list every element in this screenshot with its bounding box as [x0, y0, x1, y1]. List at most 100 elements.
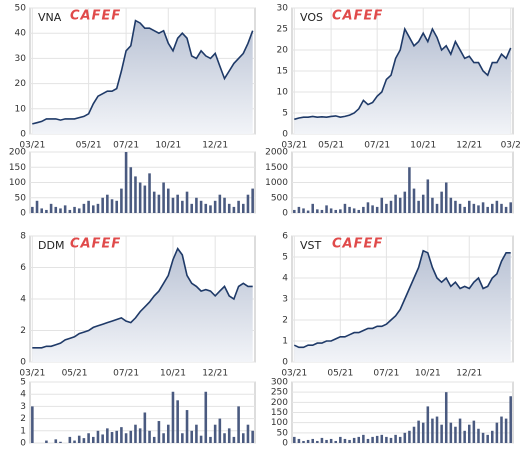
x-tick-label: 12/21 — [202, 369, 228, 379]
volume-bar — [398, 436, 402, 443]
price-area — [294, 29, 511, 134]
volume-bar — [190, 203, 194, 213]
volume-bar — [316, 440, 319, 443]
price-area — [32, 248, 253, 362]
volume-bar — [185, 410, 189, 443]
x-tick-label: 10/21 — [155, 141, 181, 151]
volume-bar — [143, 185, 147, 213]
volume-bar — [195, 424, 198, 443]
y-tick-label: 6 — [20, 263, 26, 273]
y-tick-label: 2000 — [265, 148, 288, 158]
volume-bar — [185, 191, 189, 213]
volume-bar — [398, 197, 402, 213]
volume-bar — [481, 202, 485, 213]
volume-bar — [251, 188, 254, 213]
volume-bar — [54, 206, 58, 213]
y-tick-label: 30 — [277, 4, 289, 14]
volume-bar — [481, 432, 485, 443]
volume-bar — [440, 424, 443, 443]
volume-bar — [82, 203, 86, 213]
volume-bar — [403, 191, 407, 213]
volume-bar — [467, 424, 471, 443]
volume-bar — [124, 433, 128, 443]
y-tick-label: 200 — [271, 398, 288, 408]
volume-bar — [444, 182, 448, 213]
volume-bar — [454, 426, 457, 443]
y-tick-label: 300 — [271, 378, 288, 388]
y-tick-label: 100 — [9, 178, 26, 188]
volume-bar — [77, 435, 81, 443]
y-tick-label: 1 — [282, 337, 288, 347]
volume-bar — [87, 200, 90, 213]
volume-bar — [504, 418, 508, 443]
volume-bar — [171, 197, 175, 213]
watermark: CAFEF — [332, 9, 383, 24]
volume-bar — [362, 206, 365, 213]
x-tick-label: 05/21 — [318, 141, 344, 151]
volume-bar — [408, 167, 411, 213]
chart-title: VOS — [300, 11, 323, 24]
volume-bar — [115, 430, 119, 443]
x-tick-label: 03/21 — [19, 141, 45, 151]
volume-bar — [325, 439, 328, 443]
x-tick-label: 03/2 — [501, 141, 521, 151]
volume-bar — [417, 200, 420, 213]
y-tick-label: 0 — [20, 209, 26, 219]
volume-bar — [357, 209, 361, 213]
volume-bar — [199, 200, 203, 213]
volume-bar — [134, 424, 137, 443]
volume-bar — [157, 194, 161, 213]
volume-bar — [408, 430, 411, 443]
volume-bar — [120, 427, 123, 443]
volume-bar — [339, 209, 342, 213]
x-tick-label: 05/21 — [76, 141, 102, 151]
y-tick-label: 4 — [20, 295, 26, 305]
volume-bar — [31, 406, 34, 443]
volume-bar — [325, 205, 328, 213]
volume-bar — [444, 392, 448, 443]
y-tick-label: 50 — [15, 193, 27, 203]
volume-bar — [293, 209, 296, 213]
volume-bar — [45, 209, 48, 213]
y-tick-label: 20 — [277, 46, 289, 56]
volume-bar — [477, 428, 480, 443]
volume-bar — [218, 418, 222, 443]
y-tick-label: 5 — [20, 378, 26, 388]
y-tick-label: 0 — [20, 439, 26, 449]
volume-bar — [213, 424, 217, 443]
volume-bar — [124, 152, 128, 213]
volume-bar — [166, 188, 170, 213]
y-tick-label: 500 — [271, 193, 288, 203]
volume-bar — [91, 205, 95, 213]
volume-bar — [343, 438, 347, 443]
volume-bar — [435, 203, 439, 213]
volume-bar — [171, 391, 175, 443]
y-tick-label: 0 — [20, 130, 26, 140]
volume-bar — [241, 203, 245, 213]
x-tick-label: 05/21 — [327, 369, 353, 379]
y-tick-label: 2 — [20, 326, 26, 336]
volume-bar — [329, 208, 333, 213]
volume-bar — [454, 200, 457, 213]
y-tick-label: 50 — [15, 4, 27, 14]
chart-title: VST — [300, 239, 322, 252]
volume-bar — [495, 422, 499, 443]
volume-bar — [54, 439, 58, 443]
volume-bar — [495, 200, 499, 213]
volume-bar — [241, 433, 245, 443]
volume-bar — [162, 182, 165, 213]
volume-bar — [49, 203, 53, 213]
price-line — [294, 26, 512, 121]
volume-bar — [166, 424, 170, 443]
volume-bar — [68, 436, 72, 443]
volume-bar — [431, 418, 434, 443]
watermark: CAFEF — [70, 9, 121, 24]
x-tick-label: 10/21 — [415, 369, 441, 379]
x-tick-label: 10/21 — [410, 141, 436, 151]
volume-bar — [297, 206, 301, 213]
y-tick-label: 0 — [282, 130, 288, 140]
volume-bar — [385, 436, 388, 443]
x-tick-label: 12/21 — [456, 369, 482, 379]
volume-bar — [152, 436, 156, 443]
